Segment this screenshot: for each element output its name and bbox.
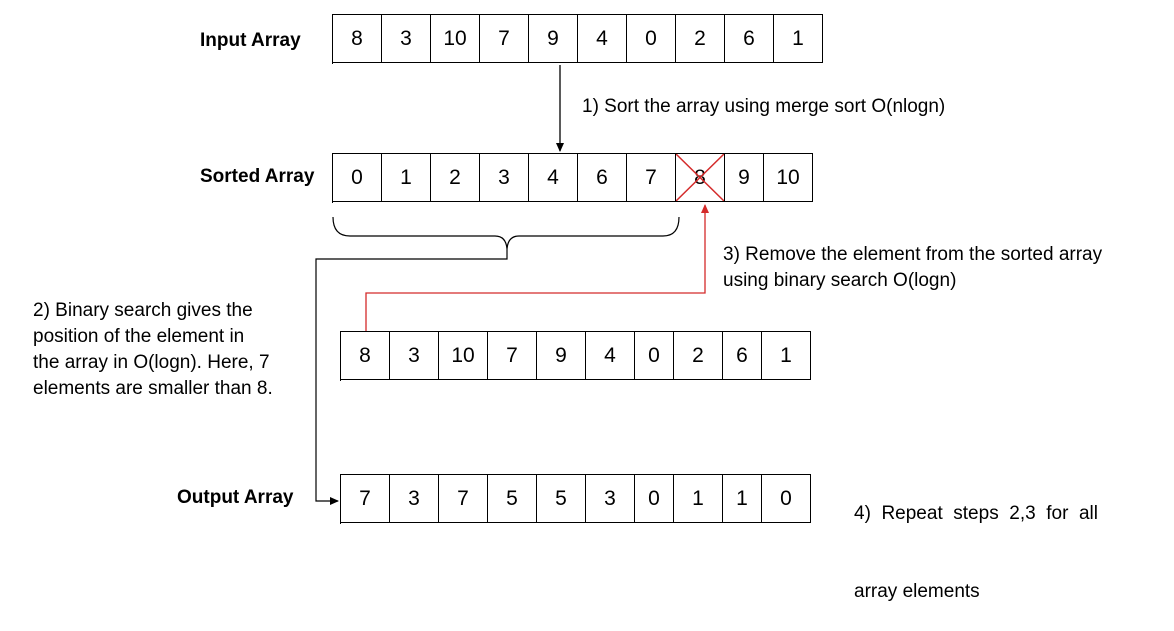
output-cell: 3	[586, 474, 635, 523]
sorted-cell: 4	[529, 153, 578, 202]
input-cell: 4	[578, 14, 627, 63]
working-array: 8 3 10 7 9 4 0 2 6 1	[340, 331, 811, 381]
input-array: 8 3 10 7 9 4 0 2 6 1	[332, 14, 823, 64]
output-cell: 1	[674, 474, 723, 523]
sorted-cell-removed: 8	[676, 153, 725, 202]
working-cell: 2	[674, 331, 723, 380]
step2-line: position of the element in	[33, 326, 245, 347]
output-cell: 0	[762, 474, 811, 523]
step2-line: 2) Binary search gives the	[33, 300, 253, 321]
step3-line: using binary search O(logn)	[723, 270, 957, 291]
sorted-cell: 3	[480, 153, 529, 202]
working-cell: 10	[439, 331, 488, 380]
input-array-label: Input Array	[200, 30, 301, 51]
output-cell: 7	[439, 474, 488, 523]
cross-out-icon	[676, 154, 724, 201]
working-cell: 9	[537, 331, 586, 380]
input-cell: 0	[627, 14, 676, 63]
working-cell: 7	[488, 331, 537, 380]
sorted-array-label: Sorted Array	[200, 166, 315, 187]
sorted-cell: 9	[725, 153, 764, 202]
sorted-cell: 2	[431, 153, 480, 202]
input-cell: 6	[725, 14, 774, 63]
working-cell: 0	[635, 331, 674, 380]
working-cell: 3	[390, 331, 439, 380]
working-cell: 6	[723, 331, 762, 380]
step4-line: array elements	[854, 581, 980, 602]
working-cell: 1	[762, 331, 811, 380]
output-cell: 7	[341, 474, 390, 523]
sorted-cell: 6	[578, 153, 627, 202]
step2-line: elements are smaller than 8.	[33, 378, 273, 399]
smaller-elements-brace	[332, 216, 680, 250]
sorted-cell: 10	[764, 153, 813, 202]
sorted-cell: 1	[382, 153, 431, 202]
input-cell: 1	[774, 14, 823, 63]
input-cell: 10	[431, 14, 480, 63]
sorted-cell: 0	[333, 153, 382, 202]
step3-line: 3) Remove the element from the sorted ar…	[723, 244, 1103, 265]
connector-lines	[315, 65, 709, 505]
step4-note: 4) Repeat steps 2,3 for all array elemen…	[854, 449, 1098, 631]
input-cell: 8	[333, 14, 382, 63]
step2-note: 2) Binary search gives the position of t…	[33, 298, 273, 402]
output-cell: 1	[723, 474, 762, 523]
input-cell: 7	[480, 14, 529, 63]
step3-note: 3) Remove the element from the sorted ar…	[723, 242, 1102, 294]
output-cell: 5	[488, 474, 537, 523]
input-cell: 9	[529, 14, 578, 63]
output-array: 7 3 7 5 5 3 0 1 1 0	[340, 474, 811, 524]
remove-arrow	[365, 204, 709, 331]
output-array-label: Output Array	[177, 487, 294, 508]
step4-line: 4) Repeat steps 2,3 for all	[854, 503, 1098, 524]
output-cell: 0	[635, 474, 674, 523]
input-cell: 3	[382, 14, 431, 63]
sorted-cell: 7	[627, 153, 676, 202]
sorted-array: 0 1 2 3 4 6 7 8 9 10	[332, 153, 813, 203]
output-cell: 3	[390, 474, 439, 523]
working-cell: 4	[586, 331, 635, 380]
output-cell: 5	[537, 474, 586, 523]
input-cell: 2	[676, 14, 725, 63]
working-cell: 8	[341, 331, 390, 380]
step2-line: the array in O(logn). Here, 7	[33, 352, 270, 373]
position-arrow	[315, 249, 508, 505]
step1-note: 1) Sort the array using merge sort O(nlo…	[582, 96, 946, 117]
